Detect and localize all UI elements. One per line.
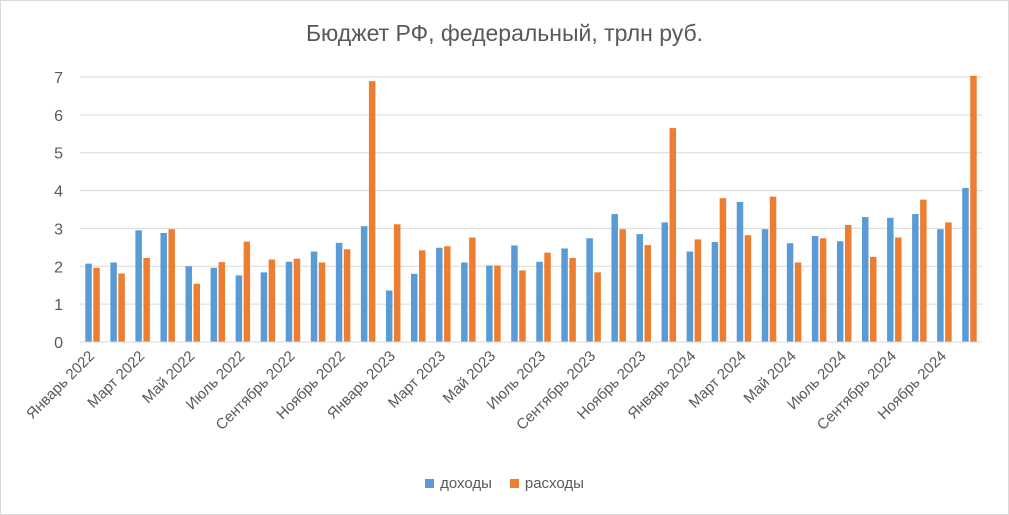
bar-income	[135, 230, 142, 342]
bar-expense	[519, 270, 526, 342]
x-tick-label: Январь 2022	[23, 348, 98, 423]
bar-income	[962, 187, 969, 342]
bar-expense	[594, 272, 601, 342]
bar-expense	[669, 128, 677, 342]
bar-income	[461, 262, 468, 342]
bar-expense	[118, 273, 125, 342]
bar-expense	[744, 235, 752, 342]
gridlines	[80, 76, 982, 305]
legend-label: расходы	[524, 475, 584, 492]
legend-swatch	[425, 479, 435, 488]
bar-income	[385, 290, 393, 342]
bar-income	[586, 238, 593, 342]
y-tick-label: 3	[54, 221, 63, 238]
bar-expense	[945, 222, 952, 342]
bar-income	[260, 272, 268, 342]
bar-expense	[93, 267, 100, 342]
bar-expense	[293, 258, 301, 342]
bar-expense	[419, 250, 426, 342]
bar-expense	[644, 245, 651, 342]
bar-income	[887, 217, 894, 342]
bar-income	[836, 241, 844, 342]
y-tick-label: 4	[54, 184, 63, 201]
chart-title: Бюджет РФ, федеральный, трлн руб.	[305, 20, 704, 46]
bar-expense	[494, 265, 501, 342]
bar-income	[711, 242, 719, 342]
bar-expense	[469, 237, 476, 342]
bar-income	[661, 222, 669, 342]
bar-expense	[343, 249, 351, 342]
bar-income	[285, 261, 293, 342]
bar-expense	[920, 199, 927, 342]
bar-income	[786, 243, 794, 342]
bar-income	[937, 229, 944, 342]
bar-expense	[719, 198, 727, 342]
bar-income	[511, 245, 518, 342]
y-tick-label: 5	[54, 146, 63, 163]
bar-expense	[819, 238, 827, 342]
y-tick-label: 1	[54, 297, 63, 314]
y-tick-label: 2	[54, 259, 63, 276]
bar-expense	[193, 283, 200, 342]
y-tick-label: 6	[54, 108, 63, 125]
bar-income	[411, 273, 418, 342]
legend-swatch	[509, 479, 519, 488]
bar-expense	[444, 246, 451, 342]
bar-expense	[895, 237, 902, 342]
bar-income	[335, 242, 343, 342]
bar-income	[636, 234, 643, 342]
bar-income	[761, 229, 769, 342]
bar-expense	[619, 229, 626, 342]
bar-expense	[870, 256, 877, 342]
bar-expense	[143, 257, 150, 342]
bar-expense	[243, 241, 251, 342]
bar-income	[486, 265, 493, 342]
bar-income	[360, 226, 368, 342]
y-tick-label: 0	[54, 335, 63, 352]
legend: доходы расходы	[0, 475, 1009, 492]
bars	[85, 75, 977, 343]
bar-expense	[844, 225, 852, 342]
bar-income	[561, 248, 568, 342]
y-axis-ticks: 0 1 2 3 4 5 6 7	[54, 70, 63, 352]
bar-expense	[694, 239, 702, 342]
bar-income	[686, 251, 694, 342]
bar-income	[811, 236, 819, 342]
bar-expense	[769, 196, 777, 342]
bar-expense	[168, 229, 175, 342]
bar-income	[210, 267, 218, 342]
legend-label: доходы	[440, 475, 492, 492]
bar-expense	[318, 262, 326, 342]
bar-expense	[544, 252, 551, 342]
legend-item-income: доходы	[425, 475, 492, 492]
bar-income	[862, 217, 869, 342]
bar-expense	[368, 81, 376, 343]
bar-expense	[218, 262, 226, 342]
bar-expense	[393, 224, 401, 342]
bar-income	[436, 247, 443, 342]
bar-expense	[268, 259, 276, 342]
bar-income	[912, 214, 919, 342]
bar-income	[536, 261, 543, 342]
bar-income	[310, 251, 318, 342]
bar-expense	[970, 75, 977, 342]
bar-income	[185, 266, 192, 342]
bar-income	[85, 263, 92, 342]
bar-income	[736, 201, 744, 342]
bar-income	[611, 214, 618, 342]
bar-expense	[794, 262, 802, 342]
bar-income	[110, 262, 117, 342]
bar-income	[235, 275, 243, 342]
y-tick-label: 7	[54, 70, 63, 87]
bar-expense	[569, 257, 576, 342]
legend-item-expense: расходы	[509, 475, 584, 492]
bar-income	[160, 232, 167, 342]
